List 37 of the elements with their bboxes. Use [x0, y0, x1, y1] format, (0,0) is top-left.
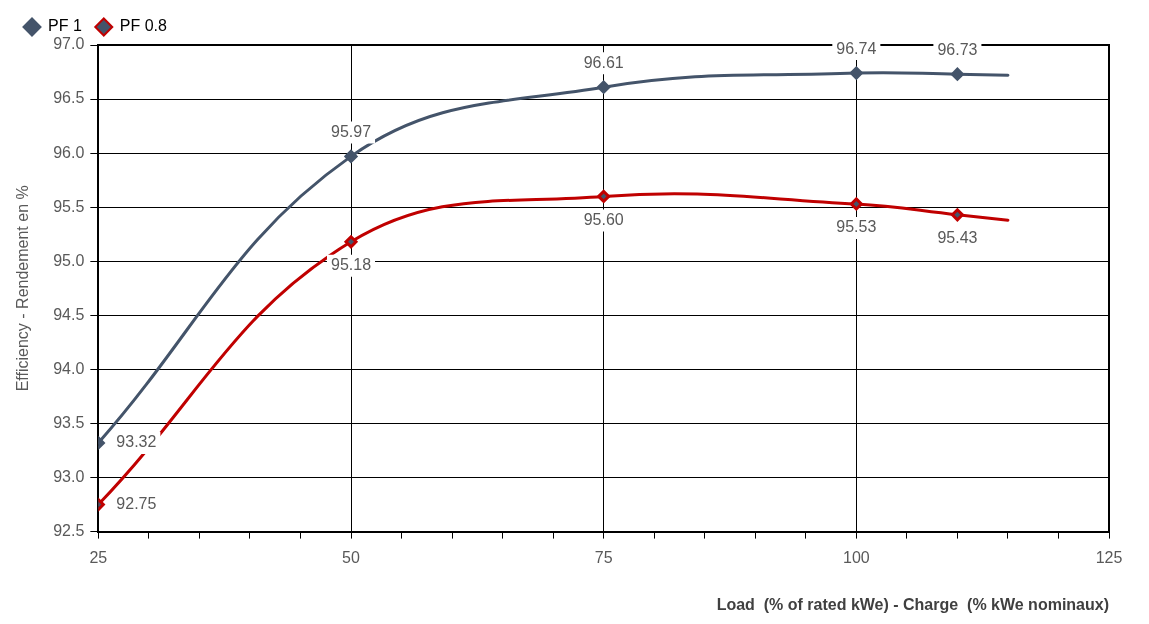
y-tick-label: 95.5 [53, 197, 85, 215]
x-tick-label: 25 [89, 548, 108, 566]
y-tick-label: 96.5 [53, 89, 85, 107]
y-tick-label: 97.0 [53, 35, 85, 53]
legend-label: PF 1 [48, 17, 82, 35]
point [849, 197, 863, 211]
data-label: 93.32 [116, 433, 157, 451]
data-label: 95.53 [836, 218, 877, 236]
data-label: 96.61 [583, 53, 624, 71]
data-label: 95.18 [330, 256, 372, 274]
y-tick-label: 96.0 [53, 143, 85, 161]
y-axis-title: Efficiency - Rendement en % [14, 185, 32, 392]
y-tick-label: 95.0 [53, 251, 85, 269]
legend-label: PF 0.8 [119, 17, 168, 35]
data-label: 92.75 [116, 494, 157, 512]
point [950, 67, 964, 81]
y-tick-label: 94.0 [53, 359, 85, 377]
point [597, 80, 611, 94]
data-label: 95.43 [937, 229, 978, 247]
data-label: 95.97 [330, 122, 372, 140]
point [950, 208, 964, 222]
point [344, 235, 358, 249]
x-axis-title: Load (% of rated kWe) - Charge (% kWe nominaux) [716, 595, 1109, 613]
y-tick-label: 92.5 [53, 522, 85, 540]
x-tick-label: 125 [1095, 548, 1123, 566]
data-label: 96.73 [937, 40, 978, 58]
x-tick-label: 100 [842, 548, 870, 566]
point [849, 66, 863, 80]
y-tick-label: 93.0 [53, 467, 85, 485]
point [344, 149, 358, 163]
x-tick-label: 75 [594, 548, 613, 566]
x-tick-label: 50 [342, 548, 361, 566]
y-tick-label: 93.5 [53, 413, 85, 431]
point [597, 189, 611, 203]
y-tick-label: 94.5 [53, 305, 85, 323]
data-label: 96.74 [836, 39, 877, 57]
data-label: 95.60 [583, 210, 624, 228]
